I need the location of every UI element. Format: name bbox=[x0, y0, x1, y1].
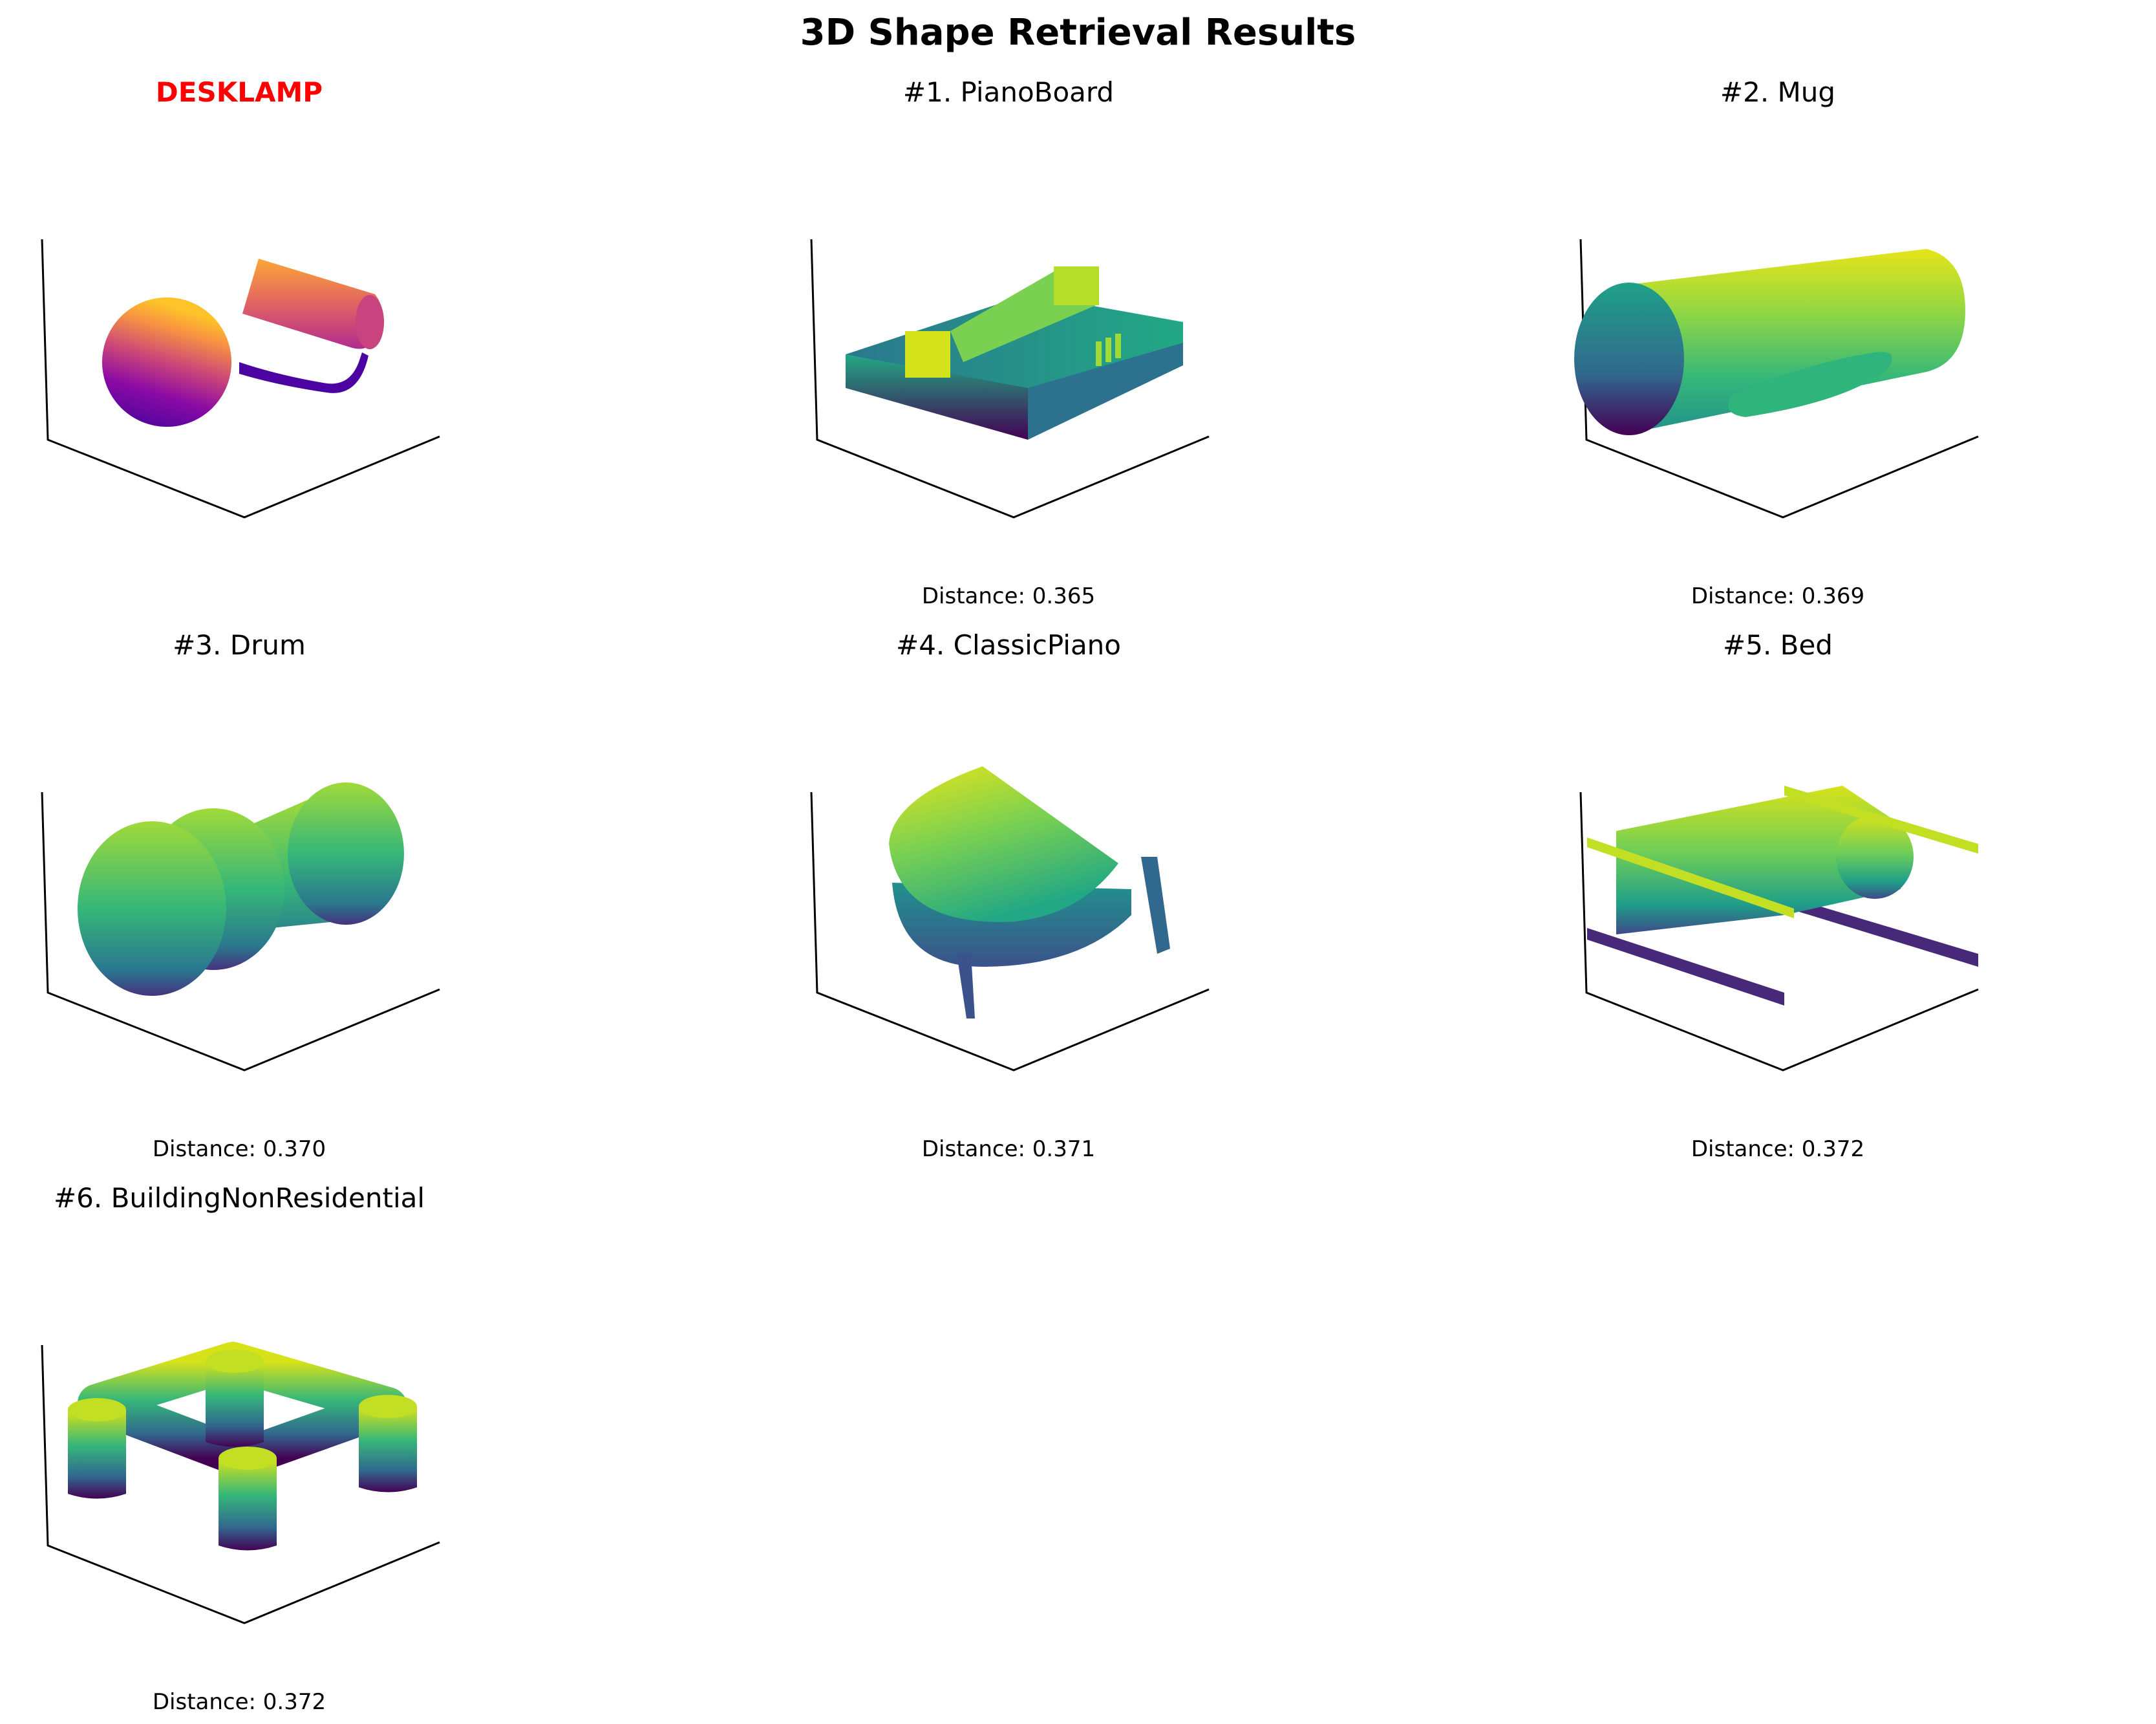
query-axes bbox=[41, 239, 440, 519]
result-title-6: #6. BuildingNonResidential bbox=[53, 1182, 425, 1214]
axis-frame bbox=[810, 239, 1210, 519]
drum-shape bbox=[78, 782, 404, 996]
pianoboard-shape bbox=[846, 266, 1183, 440]
axis-frame bbox=[41, 792, 440, 1072]
distance-label-3: Distance: 0.370 bbox=[152, 1136, 326, 1162]
distance-label-4: Distance: 0.371 bbox=[921, 1136, 1096, 1162]
query-panel: DESKLAMP bbox=[0, 0, 718, 556]
result-axes-1 bbox=[810, 239, 1210, 519]
result-panel-2: #2. Mug Distance: 0.369 bbox=[1539, 0, 2156, 609]
result-title-4: #4. ClassicPiano bbox=[896, 629, 1121, 661]
distance-label-2: Distance: 0.369 bbox=[1691, 583, 1865, 609]
building-shape bbox=[68, 1342, 417, 1551]
result-axes-5 bbox=[1579, 786, 1979, 1072]
result-title-2: #2. Mug bbox=[1720, 76, 1836, 108]
result-title-3: #3. Drum bbox=[173, 629, 306, 661]
result-title-1: #1. PianoBoard bbox=[902, 76, 1115, 108]
result-title-5: #5. Bed bbox=[1723, 629, 1833, 661]
mug-shape bbox=[1574, 249, 1965, 435]
distance-label-1: Distance: 0.365 bbox=[921, 583, 1096, 609]
axis-frame bbox=[41, 239, 440, 519]
classicpiano-shape bbox=[889, 766, 1170, 1018]
result-panel-1: #1. PianoBoard Distance: 0.365 bbox=[769, 0, 1488, 609]
figure-title: 3D Shape Retrieval Results bbox=[800, 12, 1356, 54]
result-axes-6 bbox=[41, 1342, 440, 1624]
result-axes-2 bbox=[1574, 239, 1979, 519]
distance-label-6: Distance: 0.372 bbox=[152, 1689, 326, 1715]
result-panel-4: #4. ClassicPiano Distance: 0.371 bbox=[769, 553, 1488, 1162]
result-panel-6: #6. BuildingNonResidential Distance: 0.3… bbox=[0, 1106, 718, 1715]
result-axes-4 bbox=[810, 766, 1210, 1072]
query-title: DESKLAMP bbox=[155, 76, 323, 108]
axis-frame bbox=[810, 792, 1210, 1072]
axis-frame bbox=[41, 1344, 440, 1624]
desklamp-shape bbox=[102, 259, 384, 427]
result-panel-5: #5. Bed Distance: 0.372 bbox=[1539, 553, 2156, 1162]
axis-frame bbox=[1579, 792, 1979, 1072]
distance-label-5: Distance: 0.372 bbox=[1691, 1136, 1865, 1162]
bed-shape bbox=[1587, 786, 1978, 1006]
result-axes-3 bbox=[41, 782, 440, 1072]
result-panel-3: #3. Drum Distance: 0.370 bbox=[0, 553, 718, 1162]
